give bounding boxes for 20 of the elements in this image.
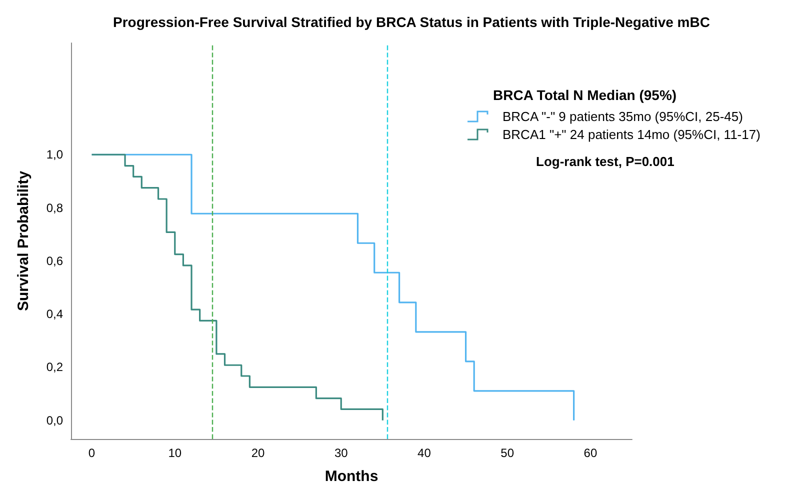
y-tick-label: 0,2 — [46, 360, 64, 374]
y-axis-title: Survival Probability — [15, 170, 32, 312]
x-tick-label: 0 — [88, 446, 96, 460]
y-tick-label: 0,8 — [46, 200, 64, 215]
chart-title: Progression-Free Survival Stratified by BRCA Status in Patients with Triple-Negative mBC — [113, 14, 710, 30]
x-tick-label: 30 — [334, 446, 348, 460]
y-tick-label: 0,0 — [46, 413, 64, 428]
x-tick-label: 60 — [584, 446, 598, 460]
legend-label: BRCA "-" 9 patients 35mo (95%CI, 25-45) — [502, 109, 743, 124]
x-tick-label: 10 — [168, 446, 182, 460]
x-axis-title: Months — [324, 468, 378, 485]
x-tick-label: 40 — [418, 446, 432, 460]
y-tick-label: 0,4 — [46, 307, 64, 322]
legend-title: BRCA Total N Median (95%) — [493, 87, 677, 103]
y-tick-label: 1,0 — [46, 148, 64, 162]
y-tick-label: 0,6 — [46, 254, 64, 268]
annotation: Log-rank test, P=0.001 — [536, 154, 674, 169]
x-tick-label: 50 — [500, 446, 514, 460]
legend-label: BRCA1 "+" 24 patients 14mo (95%CI, 11-17) — [502, 127, 760, 142]
x-tick-label: 20 — [251, 446, 265, 460]
